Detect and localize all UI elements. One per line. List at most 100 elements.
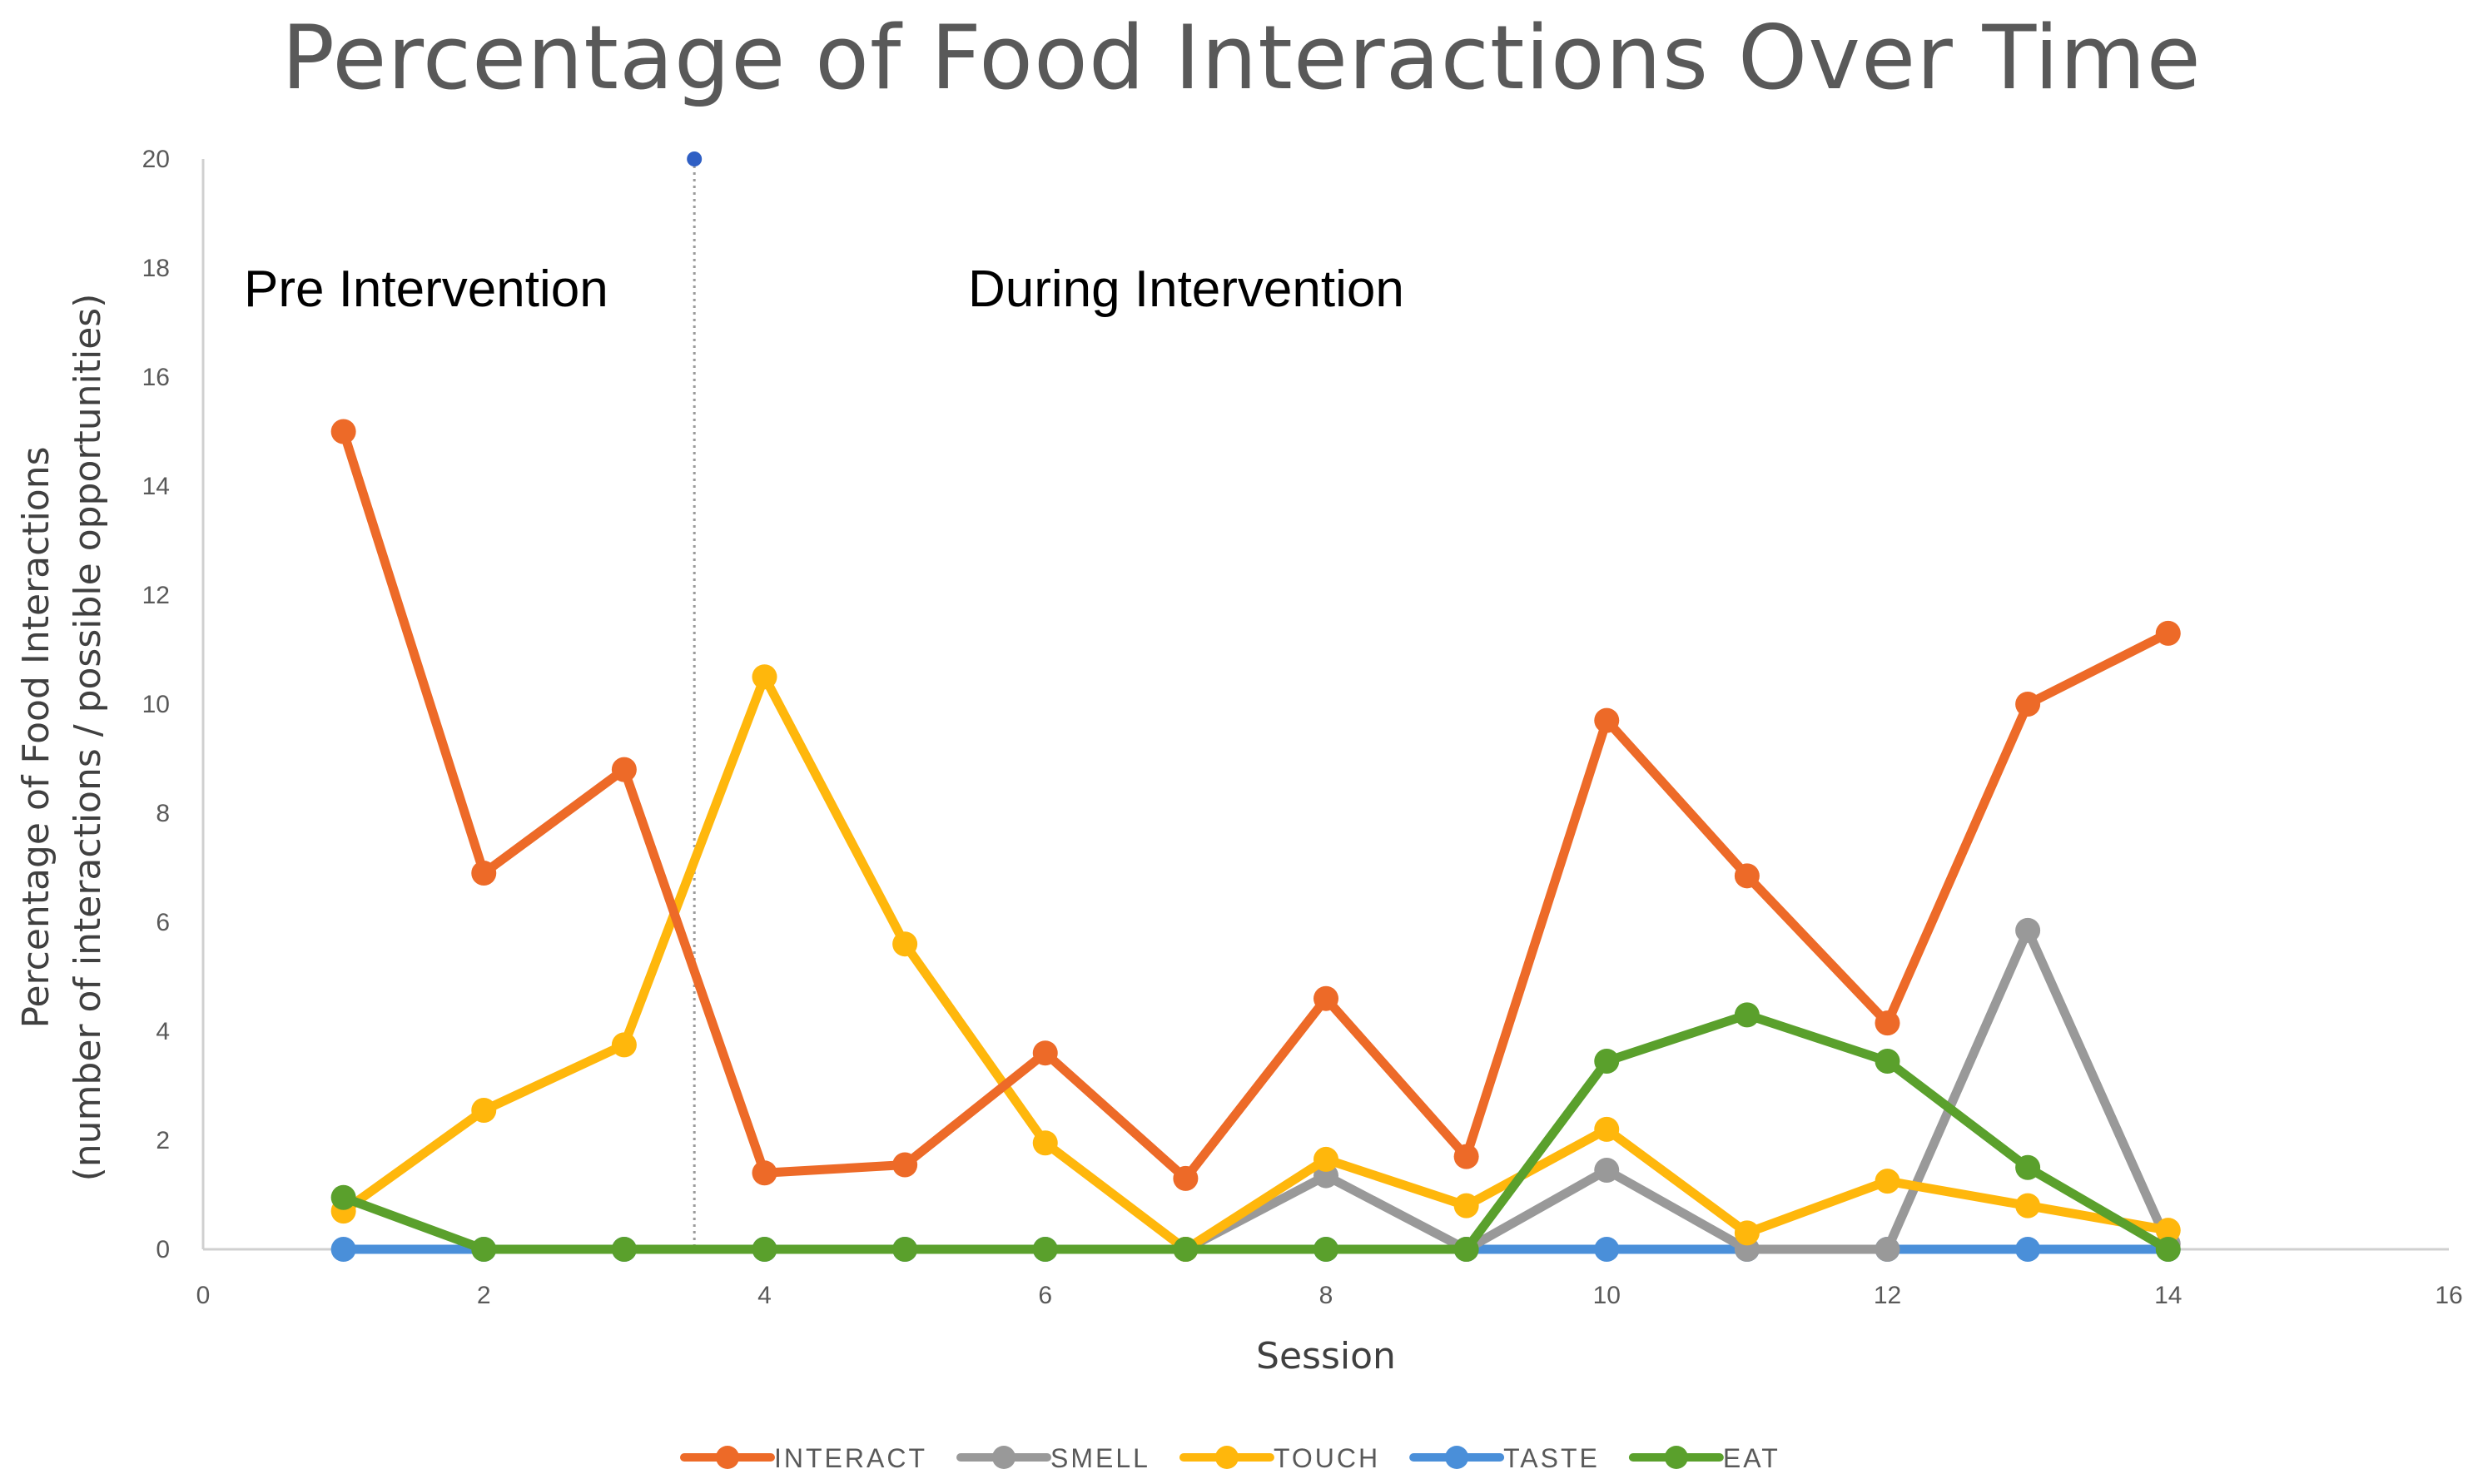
y-tick-label: 10 [142,691,170,718]
point-touch [1314,1146,1338,1172]
x-tick-label: 0 [196,1282,211,1309]
y-tick-label: 14 [142,473,170,500]
series-line-smell [1180,926,2173,1254]
x-tick-label: 12 [1874,1282,1901,1309]
point-eat [1314,1237,1338,1262]
point-touch [1032,1130,1058,1156]
legend: INTERACT SMELL TOUCH TASTE EAT [680,1443,1780,1473]
point-interact [1173,1165,1199,1191]
point-interact [611,757,637,782]
point-interact [2155,620,2181,646]
point-eat [2155,1237,2181,1262]
point-interact [330,419,356,444]
point-eat [1173,1237,1199,1262]
y-tick-label: 12 [142,582,170,609]
series-line-touch [339,672,2173,1254]
x-tick-label: 2 [477,1282,491,1309]
annotation-pre-intervention: Pre Intervention [244,261,608,318]
point-eat [1594,1049,1620,1075]
y-tick-label: 16 [142,364,170,391]
legend-swatch-marker [1214,1446,1239,1469]
point-interact [1314,985,1338,1011]
legend-item-touch: TOUCH [1179,1443,1380,1473]
series-line-eat [339,1010,2173,1254]
series-line-interact [339,427,2173,1184]
point-touch [611,1032,637,1058]
point-interact [471,861,497,886]
chart-title: Percentage of Food Interactions Over Tim… [281,7,2202,109]
series-interact [330,419,2181,1191]
legend-item-eat: EAT [1628,1443,1780,1473]
legend-label: EAT [1723,1443,1780,1473]
point-touch [1734,1220,1760,1246]
y-tick-label: 0 [156,1236,170,1263]
point-touch [2015,1193,2041,1218]
point-eat [1734,1002,1760,1028]
y-axis-label: Percentage of Food Interactions (number … [15,294,109,1182]
point-smell [1875,1237,1900,1262]
y-tick-label: 6 [156,909,170,936]
x-axis-ticks: 0 2 4 6 8 10 12 14 16 [196,1282,2463,1309]
y-axis-label-line-1: Percentage of Food Interactions [15,446,57,1028]
y-tick-label: 20 [142,146,170,173]
point-smell [1594,1158,1620,1184]
point-interact [892,1152,918,1178]
legend-item-smell: SMELL [956,1443,1150,1473]
x-tick-label: 14 [2154,1282,2182,1309]
series-eat [330,1002,2181,1262]
point-taste [330,1237,356,1262]
point-touch [2155,1218,2181,1243]
y-axis-label-line-2: (number of interactions / possible oppor… [67,294,109,1182]
legend-swatch-marker [1445,1446,1469,1469]
point-eat [330,1184,356,1210]
point-interact [2015,692,2041,717]
point-interact [752,1160,777,1186]
legend-label: INTERACT [774,1443,927,1473]
point-touch [892,931,918,957]
x-tick-label: 8 [1319,1282,1333,1309]
point-touch [752,664,777,690]
point-interact [1594,707,1620,733]
point-eat [752,1237,777,1262]
legend-label: TASTE [1503,1443,1600,1473]
legend-swatch-marker [716,1446,739,1469]
legend-swatch-marker [992,1446,1016,1469]
legend-label: TOUCH [1274,1443,1380,1473]
x-tick-label: 16 [2435,1282,2462,1309]
legend-item-interact: INTERACT [680,1443,927,1473]
point-taste [2015,1237,2041,1262]
legend-item-taste: TASTE [1409,1443,1600,1473]
series-lines [330,419,2181,1262]
point-eat [1453,1237,1479,1262]
point-touch [471,1097,497,1123]
point-touch [1594,1116,1620,1142]
point-interact [1453,1144,1479,1169]
point-eat [1032,1237,1058,1262]
point-touch [1875,1169,1900,1194]
point-eat [471,1237,497,1262]
y-tick-label: 4 [156,1018,170,1045]
point-interact [1875,1010,1900,1036]
y-axis-ticks: 0 2 4 6 8 10 12 14 16 18 20 [142,146,170,1263]
point-interact [1032,1040,1058,1066]
point-interact [1734,863,1760,889]
x-tick-label: 4 [757,1282,772,1309]
x-tick-label: 10 [1593,1282,1621,1309]
point-smell [2015,917,2041,943]
x-tick-label: 6 [1038,1282,1052,1309]
series-touch [330,664,2181,1262]
y-tick-label: 18 [142,255,170,282]
point-taste [1594,1237,1620,1262]
point-eat [1875,1049,1900,1075]
point-touch [1453,1193,1479,1218]
legend-swatch-marker [1664,1446,1688,1469]
point-eat [892,1237,918,1262]
legend-label: SMELL [1050,1443,1150,1473]
x-axis-label: Session [1256,1335,1396,1377]
annotation-during-intervention: During Intervention [968,261,1404,318]
phase-change-line [687,151,703,1249]
phase-annotations: Pre Intervention During Intervention [244,261,1404,318]
point-eat [611,1237,637,1262]
y-tick-label: 2 [156,1127,170,1154]
